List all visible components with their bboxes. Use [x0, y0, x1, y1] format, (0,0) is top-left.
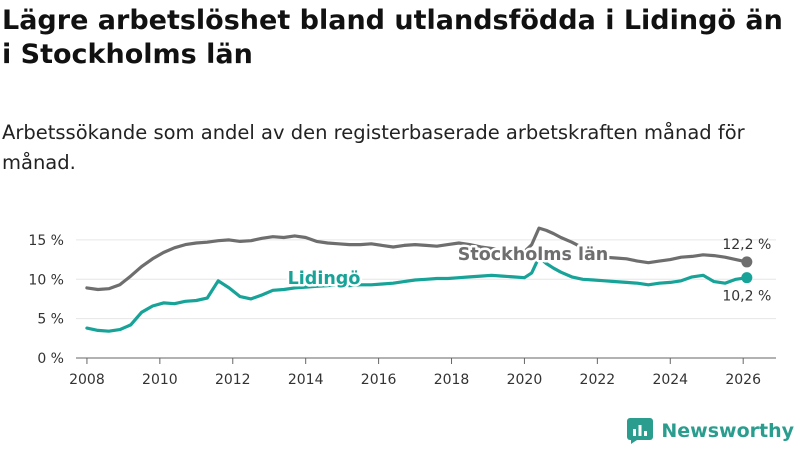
series-end-value-label: 12,2 % [722, 237, 771, 253]
label-layer: 12,2 % Stockholms län 10,2 % Lidingö [285, 237, 771, 305]
series-line-lidingö [85, 255, 749, 333]
x-tick-label: 2010 [142, 372, 178, 388]
x-tick-label: 2014 [288, 372, 324, 388]
series-name-label: Stockholms län [458, 245, 609, 265]
x-tick-label: 2012 [215, 372, 251, 388]
y-tick-label: 10 % [28, 272, 64, 288]
x-tick-label: 2016 [361, 372, 397, 388]
chart-title: Lägre arbetslöshet bland utlandsfödda i … [2, 5, 783, 70]
x-tick-label: 2024 [652, 372, 688, 388]
series-name-label: Lidingö [288, 269, 361, 289]
x-tick-label: 2018 [434, 372, 470, 388]
brand-name: Newsworthy [661, 420, 794, 442]
chart-subtitle: Arbetssökande som andel av den registerb… [2, 121, 745, 174]
x-tick-label: 2008 [69, 372, 105, 388]
y-tick-label: 15 % [28, 233, 64, 249]
y-tick-label: 0 % [37, 351, 64, 367]
series-end-marker [741, 256, 753, 268]
x-tick-label: 2020 [507, 372, 543, 388]
x-tick-label: 2026 [725, 372, 761, 388]
newsworthy-logo[interactable]: Newsworthy [627, 418, 794, 444]
series-end-value-label: 10,2 % [722, 289, 771, 305]
newsworthy-icon [627, 418, 654, 444]
grid-layer: 0 % 5 % 10 % 15 % 2008 2010 2012 2014 2016 2018 20… [28, 233, 776, 388]
series-layer [85, 226, 753, 333]
series-line-stockholms-län [85, 226, 749, 292]
x-tick-label: 2022 [580, 372, 616, 388]
series-end-marker [741, 272, 753, 284]
y-tick-label: 5 % [37, 312, 64, 328]
